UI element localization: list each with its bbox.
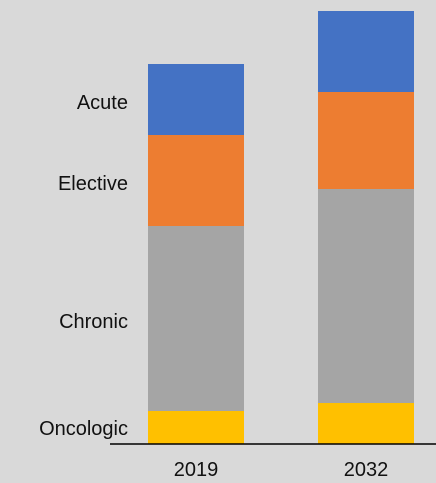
series-label-chronic: Chronic	[59, 311, 128, 333]
series-label-elective: Elective	[58, 173, 128, 195]
bar-segment-acute-2032	[318, 11, 414, 92]
x-tick-labels-group: 2019 2032	[174, 459, 389, 481]
series-labels-group: Oncologic Chronic Elective Acute	[39, 92, 128, 440]
series-label-acute: Acute	[77, 92, 128, 114]
bar-segment-oncologic-2032	[318, 403, 414, 444]
series-label-oncologic: Oncologic	[39, 418, 128, 440]
bar-segment-chronic-2032	[318, 189, 414, 403]
bar-segment-oncologic-2019	[148, 411, 244, 444]
bar-segment-chronic-2019	[148, 226, 244, 411]
bar-segment-acute-2019	[148, 64, 244, 135]
x-tick-label-2019: 2019	[174, 459, 219, 481]
x-tick-label-2032: 2032	[344, 459, 389, 481]
bar-segment-elective-2019	[148, 135, 244, 226]
bars-group	[148, 11, 414, 444]
bar-segment-elective-2032	[318, 92, 414, 189]
